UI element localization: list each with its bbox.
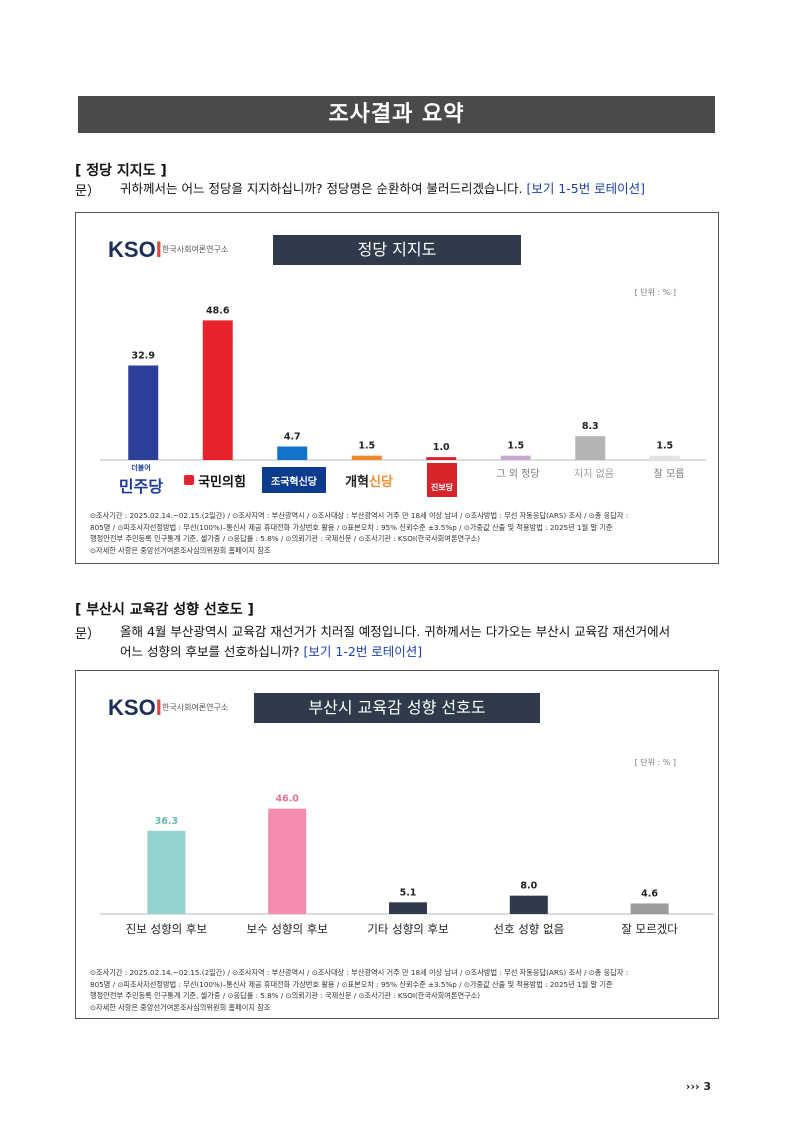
edu-value-label: 46.0 — [275, 794, 299, 805]
party-logo-jokuk: 조국혁신당 — [262, 467, 326, 493]
education-chart-unit: [ 단위 : % ] — [634, 758, 676, 767]
notes-line: 행정안전부 주민등록 인구통계 기준, 셀가중 / ⊙응답률 : 5.8% / … — [90, 534, 481, 543]
edu-category-label: 기타 성향의 후보 — [367, 922, 448, 936]
notes-line: ⊙조사기간 : 2025.02.14.~02.15.(2일간) / ⊙조사지역 … — [90, 968, 629, 977]
notes-line: 805명 / ⊙피조사자선정방법 : 무선(100%)–통신사 제공 휴대전화 … — [90, 522, 613, 532]
edu-bar — [147, 830, 186, 914]
party-logo-ppp-label: 국민의힘 — [198, 474, 246, 490]
education-chart-notes: ⊙조사기간 : 2025.02.14.~02.15.(2일간) / ⊙조사지역 … — [90, 967, 710, 1013]
party-logo-democratic: 더불어 민주당 — [106, 464, 176, 496]
party-logo-reform-b: 신당 — [369, 474, 393, 490]
party-value-label: 1.0 — [433, 442, 450, 453]
section2-q-label: 문） — [75, 627, 100, 642]
party-value-label: 1.5 — [358, 441, 375, 452]
ksoi-logo-sub: 한국사회여론연구소 — [162, 703, 229, 712]
section1-rotation: [보기 1-5번 로테이션] — [526, 181, 646, 196]
party-logo-reform-a: 개혁 — [345, 474, 369, 490]
notes-line: 805명 / ⊙피조사자선정방법 : 무선(100%)–통신사 제공 휴대전화 … — [90, 979, 613, 989]
edu-bar — [389, 902, 427, 914]
party-logo-jinbo: 진보당 — [427, 463, 457, 497]
notes-line: 행정안전부 주민등록 인구통계 기준, 셀가중 / ⊙응답률 : 5.8% / … — [90, 991, 481, 1000]
notes-line: ⊙자세한 사항은 중앙선거여론조사심의위원회 홈페이지 참조 — [90, 1002, 271, 1012]
section2-question-line2: 어느 성향의 후보를 선호하십니까? — [120, 644, 300, 659]
section1-question-text: 귀하께서는 어느 정당을 지지하십니까? 정당명은 순환하여 불러드리겠습니다. — [120, 181, 523, 196]
logo-letter: K — [108, 695, 124, 720]
edu-category-label: 선호 성향 없음 — [493, 922, 564, 936]
section2-rotation: [보기 1-2번 로테이션] — [303, 644, 423, 659]
education-preference-chart: 36.3 진보 성향의 후보 46.0 보수 성향의 후보 5.1 기타 성향의 후보 8.… — [100, 794, 714, 936]
edu-category-label: 잘 모르겠다 — [621, 922, 678, 936]
party-logo-democratic-label: 민주당 — [118, 477, 164, 496]
party-bar — [575, 436, 606, 460]
edu-value-label: 4.6 — [641, 888, 658, 899]
logo-letter: S — [123, 237, 139, 262]
section2-heading: [ 부산시 교육감 성향 선호도 ] — [75, 602, 254, 618]
party-chart-notes: ⊙조사기간 : 2025.02.14.~02.15.(2일간) / ⊙조사지역 … — [90, 510, 710, 556]
edu-category-label: 보수 성향의 후보 — [247, 922, 328, 936]
edu-value-label: 8.0 — [520, 881, 537, 892]
party-bar — [426, 457, 457, 460]
logo-letter: S — [123, 695, 139, 720]
ksoi-logo-sub: 한국사회여론연구소 — [162, 245, 229, 254]
ksoi-logo: KSOI — [108, 237, 162, 263]
education-chart-title: 부산시 교육감 성향 선호도 — [254, 693, 540, 723]
logo-letter: O — [138, 695, 156, 720]
page-number: ››› 3 — [685, 1080, 711, 1093]
section1-question: 귀하께서는 어느 정당을 지지하십니까? 정당명은 순환하여 불러드리겠습니다.… — [120, 179, 720, 199]
party-support-panel: KSOI 한국사회여론연구소 정당 지지도 [ 단위 : % ] 32.9 48.… — [75, 212, 719, 564]
edu-value-label: 36.3 — [155, 816, 178, 827]
party-label-dk: 잘 모름 — [653, 469, 685, 480]
notes-line: ⊙자세한 사항은 중앙선거여론조사심의위원회 홈페이지 참조 — [90, 545, 271, 555]
party-bar — [351, 455, 382, 460]
section2-question: 올해 4월 부산광역시 교육감 재선거가 치러질 예정입니다. 귀하께서는 다가… — [120, 622, 720, 662]
party-bar — [202, 320, 233, 460]
party-bar — [649, 455, 680, 460]
party-chart-title: 정당 지지도 — [273, 235, 521, 265]
edu-bar — [509, 895, 548, 914]
party-bar — [277, 446, 308, 460]
edu-bar — [268, 808, 307, 914]
section2-question-line1: 올해 4월 부산광역시 교육감 재선거가 치러질 예정입니다. 귀하께서는 다가… — [120, 624, 671, 639]
party-bar — [128, 365, 159, 460]
edu-value-label: 5.1 — [400, 887, 417, 898]
notes-line: ⊙조사기간 : 2025.02.14.~02.15.(2일간) / ⊙조사지역 … — [90, 511, 629, 520]
logo-letter: I — [155, 695, 162, 720]
party-label-other: 그 외 정당 — [496, 469, 540, 480]
party-value-label: 1.5 — [656, 441, 673, 452]
education-preference-panel: KSOI 한국사회여론연구소 부산시 교육감 성향 선호도 [ 단위 : % ]… — [75, 670, 719, 1019]
ksoi-logo-text: KSOI — [108, 695, 162, 720]
party-value-label: 1.5 — [507, 441, 524, 452]
party-value-label: 8.3 — [582, 421, 599, 432]
party-value-label: 48.6 — [206, 305, 230, 316]
section2-question-line2-wrap: 어느 성향의 후보를 선호하십니까? [보기 1-2번 로테이션] — [120, 642, 720, 662]
section1-heading: [ 정당 지지도 ] — [75, 163, 167, 179]
edu-category-label: 진보 성향의 후보 — [126, 922, 207, 936]
logo-letter: K — [108, 237, 124, 262]
ppp-mark-icon — [184, 475, 195, 485]
section1-q-label: 문） — [75, 184, 100, 199]
ksoi-logo: KSOI — [108, 695, 162, 721]
edu-bar — [630, 903, 669, 914]
ksoi-logo-text: KSOI — [108, 237, 162, 262]
logo-letter: O — [138, 237, 156, 262]
party-logo-ppp: 국민의힘 — [176, 469, 254, 491]
party-value-label: 32.9 — [132, 350, 155, 361]
party-label-none: 지지 없음 — [574, 469, 614, 480]
party-value-label: 4.7 — [284, 431, 301, 442]
party-support-chart: 32.9 48.6 4.7 1.5 1.0 1.5 8.3 1.5 — [100, 305, 706, 461]
logo-letter: I — [155, 237, 162, 262]
party-logo-reform: 개혁 신당 — [338, 467, 400, 493]
party-bar — [500, 455, 531, 460]
party-logo-democratic-small: 더불어 — [131, 464, 151, 472]
party-chart-unit: [ 단위 : % ] — [634, 288, 676, 297]
page-title: 조사결과 요약 — [78, 96, 715, 133]
